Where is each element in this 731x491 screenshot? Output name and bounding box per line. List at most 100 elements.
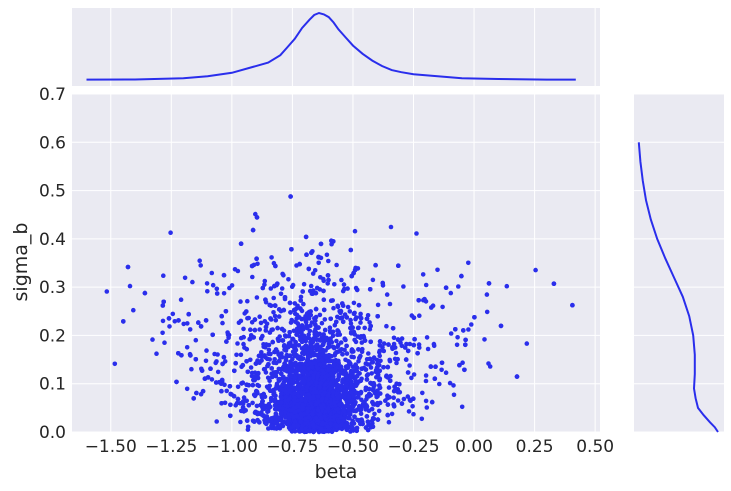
scatter-point: [276, 338, 281, 344]
scatter-point: [417, 345, 422, 350]
scatter-point: [316, 260, 322, 266]
scatter-point: [272, 397, 278, 402]
scatter-point: [405, 370, 411, 375]
scatter-point: [281, 273, 286, 278]
scatter-point: [265, 356, 270, 362]
scatter-point: [334, 338, 339, 344]
scatter-point: [281, 419, 286, 425]
scatter-point: [227, 384, 233, 389]
scatter-point: [321, 332, 326, 337]
scatter-point: [249, 263, 255, 269]
scatter-point: [431, 341, 437, 347]
scatter-point: [280, 383, 285, 388]
scatter-point: [276, 307, 282, 312]
scatter-point: [281, 307, 287, 313]
scatter-point: [358, 378, 364, 384]
scatter-point: [334, 427, 339, 433]
scatter-point: [391, 341, 397, 347]
scatter-point: [381, 365, 386, 370]
scatter-point: [215, 369, 221, 375]
scatter-point: [335, 303, 341, 309]
scatter-point: [160, 330, 165, 336]
scatter-point: [336, 358, 341, 364]
scatter-point: [459, 404, 465, 410]
scatter-point: [358, 320, 363, 325]
y-tick-label: 0.0: [39, 423, 66, 443]
scatter-point: [244, 418, 250, 423]
scatter-point: [361, 400, 367, 405]
scatter-point: [344, 351, 350, 356]
x-tick-label: −1.00: [206, 437, 258, 457]
scatter-point: [325, 345, 331, 350]
scatter-point: [254, 403, 260, 409]
x-tick-label: 0.50: [576, 437, 614, 457]
scatter-point: [319, 320, 325, 326]
scatter-point: [286, 412, 292, 417]
scatter-point: [316, 399, 321, 405]
scatter-point: [325, 424, 330, 429]
scatter-point: [317, 362, 323, 367]
scatter-point: [269, 423, 274, 429]
scatter-point: [273, 415, 278, 420]
scatter-point: [257, 327, 263, 332]
scatter-point: [349, 347, 355, 352]
x-tick-label: −0.75: [266, 437, 318, 457]
scatter-point: [428, 364, 434, 369]
scatter-point: [226, 332, 232, 338]
scatter-point: [352, 414, 357, 420]
scatter-point: [294, 365, 300, 371]
scatter-point: [125, 264, 131, 270]
scatter-point: [330, 298, 336, 303]
scatter-point: [214, 419, 219, 424]
scatter-point: [372, 411, 377, 417]
scatter-point: [349, 390, 354, 396]
scatter-point: [322, 327, 328, 333]
scatter-point: [334, 349, 339, 355]
scatter-point: [228, 391, 233, 397]
y-axis-label: sigma_b: [10, 223, 32, 302]
scatter-point: [395, 337, 401, 342]
scatter-point: [240, 401, 246, 406]
scatter-point: [368, 323, 374, 329]
scatter-point: [371, 355, 377, 360]
scatter-point: [432, 376, 438, 382]
scatter-point: [324, 252, 330, 258]
scatter-point: [405, 348, 411, 354]
scatter-point: [235, 341, 240, 346]
scatter-point: [327, 358, 332, 363]
scatter-point: [352, 376, 358, 382]
scatter-point: [275, 281, 280, 287]
scatter-point: [486, 281, 492, 286]
scatter-point: [416, 298, 422, 303]
scatter-point: [409, 375, 414, 381]
scatter-point: [186, 311, 191, 317]
scatter-point: [286, 383, 291, 389]
scatter-point: [154, 351, 159, 357]
scatter-point: [399, 343, 405, 349]
scatter-point: [433, 364, 438, 370]
scatter-point: [349, 354, 355, 360]
scatter-point: [329, 340, 334, 345]
scatter-point: [524, 341, 530, 346]
scatter-point: [386, 342, 391, 347]
scatter-point: [356, 347, 361, 352]
scatter-point: [330, 376, 335, 381]
scatter-point: [353, 316, 358, 322]
scatter-point: [261, 391, 267, 397]
scatter-point: [256, 353, 262, 359]
scatter-point: [374, 365, 380, 370]
scatter-point: [347, 309, 353, 314]
scatter-point: [411, 411, 416, 417]
y-tick-label: 0.6: [39, 133, 66, 153]
scatter-point: [346, 411, 352, 417]
scatter-point: [244, 309, 249, 314]
scatter-point: [298, 419, 304, 425]
scatter-point: [328, 336, 333, 342]
scatter-point: [364, 396, 369, 402]
scatter-point: [228, 402, 233, 408]
scatter-point: [224, 388, 229, 394]
scatter-point: [220, 361, 225, 367]
scatter-point: [410, 404, 415, 409]
scatter-point: [341, 394, 347, 400]
